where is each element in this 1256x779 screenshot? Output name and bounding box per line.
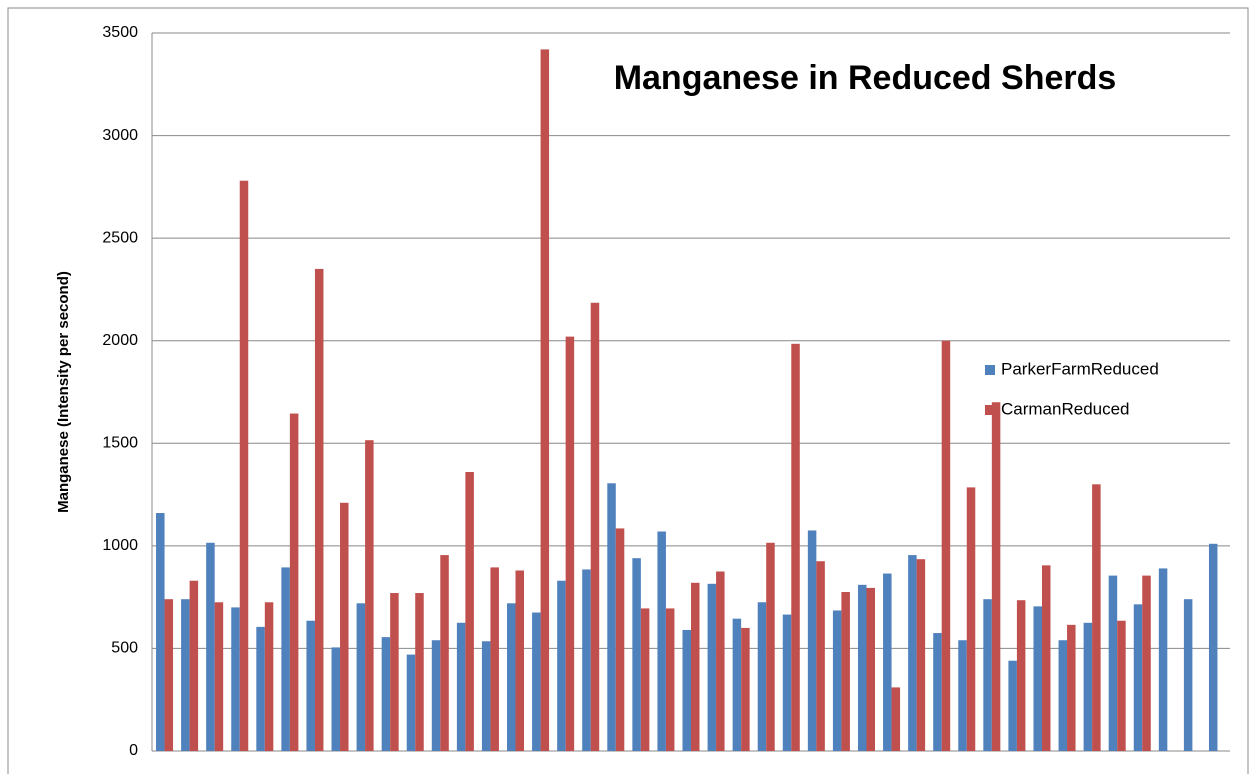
bar — [741, 627, 750, 751]
bar — [540, 49, 550, 751]
y-tick-label: 1000 — [102, 537, 138, 554]
bar — [757, 602, 767, 751]
bar — [615, 528, 625, 751]
bar — [1133, 604, 1143, 751]
bar — [264, 602, 274, 751]
bar — [164, 599, 174, 751]
bar — [640, 608, 650, 751]
bar — [281, 567, 290, 751]
bar — [1067, 624, 1076, 751]
bar — [966, 487, 976, 751]
bar — [1041, 565, 1051, 751]
bar — [1117, 620, 1126, 751]
bar — [1108, 575, 1118, 751]
bar — [1083, 622, 1093, 751]
legend-label: ParkerFarmReduced — [1001, 359, 1159, 378]
bar — [716, 571, 725, 751]
bar — [365, 440, 374, 751]
bar — [440, 555, 449, 751]
bar — [766, 542, 775, 751]
bar — [314, 268, 324, 751]
y-tick-label: 1500 — [102, 435, 138, 452]
bar — [507, 603, 516, 751]
bar — [866, 587, 875, 751]
bar — [782, 614, 792, 751]
bar — [958, 640, 967, 751]
bar — [306, 620, 315, 751]
legend-label: CarmanReduced — [1001, 399, 1130, 418]
bar — [816, 561, 825, 751]
bar — [983, 599, 992, 751]
bar — [206, 542, 215, 751]
bar — [1183, 599, 1193, 751]
bar — [1016, 600, 1026, 751]
bar — [582, 569, 591, 751]
bar — [991, 402, 1001, 751]
bar — [841, 592, 850, 751]
bar — [1008, 660, 1017, 751]
bar — [1033, 606, 1042, 751]
bar — [707, 583, 717, 751]
y-tick-label: 0 — [129, 742, 138, 759]
bar — [465, 472, 474, 751]
bar — [557, 580, 566, 751]
bar — [406, 654, 416, 751]
bar — [231, 607, 240, 751]
y-tick-label: 2000 — [102, 332, 138, 349]
bar — [732, 618, 742, 751]
bar — [565, 336, 575, 751]
bar — [590, 302, 600, 751]
bar — [431, 640, 441, 751]
bar — [857, 584, 867, 751]
bar — [1208, 543, 1218, 751]
bar — [657, 531, 666, 751]
bar — [256, 626, 265, 751]
y-tick-label: 2500 — [102, 229, 138, 246]
bar — [632, 558, 641, 751]
bar — [331, 647, 341, 751]
bar — [456, 622, 466, 751]
bar — [691, 582, 700, 751]
bar — [415, 593, 424, 751]
bar — [1142, 575, 1151, 751]
bar — [807, 530, 817, 751]
y-tick-label: 3000 — [102, 127, 138, 144]
bar — [682, 629, 691, 751]
bar — [916, 559, 926, 751]
bar — [883, 573, 892, 751]
bar — [832, 610, 842, 751]
legend-swatch — [985, 405, 995, 415]
bar — [189, 580, 199, 751]
bar — [490, 567, 499, 751]
bar — [933, 633, 942, 751]
bar — [515, 570, 525, 751]
bar — [289, 413, 299, 751]
bar — [908, 555, 917, 751]
bar — [214, 602, 224, 751]
y-axis-label: Manganese (Intensity per second) — [55, 271, 72, 513]
bar — [381, 637, 391, 751]
bar — [1092, 484, 1101, 751]
bar — [665, 608, 675, 751]
bar — [340, 502, 349, 751]
chart-title: Manganese in Reduced Sherds — [614, 59, 1117, 97]
y-tick-label: 500 — [111, 640, 138, 657]
bar — [941, 340, 951, 751]
y-tick-label: 3500 — [102, 24, 138, 41]
bar — [891, 687, 901, 751]
bar — [481, 641, 491, 751]
bar — [181, 599, 190, 751]
bar — [791, 343, 800, 751]
legend-swatch — [985, 365, 995, 375]
bar — [156, 513, 165, 751]
bar — [1158, 568, 1168, 751]
bar — [532, 612, 541, 751]
bar — [390, 593, 399, 751]
bar — [1058, 640, 1068, 751]
bar — [239, 180, 249, 751]
bar — [607, 483, 616, 751]
bar — [356, 603, 366, 751]
